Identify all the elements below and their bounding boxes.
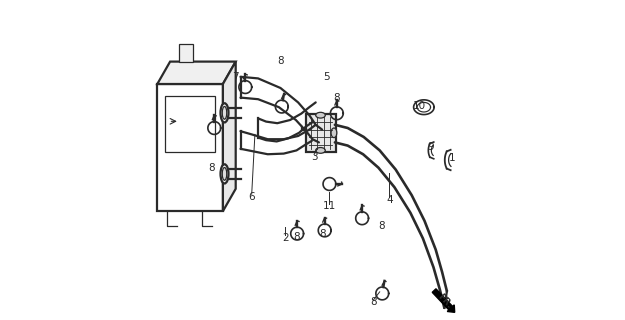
Ellipse shape [331,128,337,138]
Text: 6: 6 [248,192,255,202]
Text: 10: 10 [413,100,426,111]
Text: 8: 8 [293,232,300,242]
Ellipse shape [221,103,229,123]
Text: 8: 8 [378,220,384,231]
Ellipse shape [316,112,325,118]
Text: 3: 3 [311,152,318,162]
Text: 8: 8 [333,92,340,103]
Text: FR.: FR. [436,292,454,310]
FancyArrow shape [432,289,455,312]
FancyBboxPatch shape [165,96,215,152]
Ellipse shape [222,167,227,180]
Text: 1: 1 [448,153,455,164]
Ellipse shape [221,164,229,183]
Text: 9: 9 [428,142,434,152]
FancyBboxPatch shape [306,114,336,152]
Text: 7: 7 [232,72,239,82]
Text: 8: 8 [208,163,215,173]
Text: 8: 8 [278,56,284,66]
FancyBboxPatch shape [179,44,193,61]
Ellipse shape [222,107,227,119]
Ellipse shape [316,148,325,153]
Polygon shape [158,84,223,211]
Polygon shape [223,61,236,211]
Text: 2: 2 [282,233,289,244]
Text: 8: 8 [319,228,326,239]
Text: 11: 11 [323,201,336,212]
Text: 8: 8 [370,297,377,308]
Text: 4: 4 [386,195,392,205]
Polygon shape [158,61,236,84]
Text: 5: 5 [324,72,330,82]
